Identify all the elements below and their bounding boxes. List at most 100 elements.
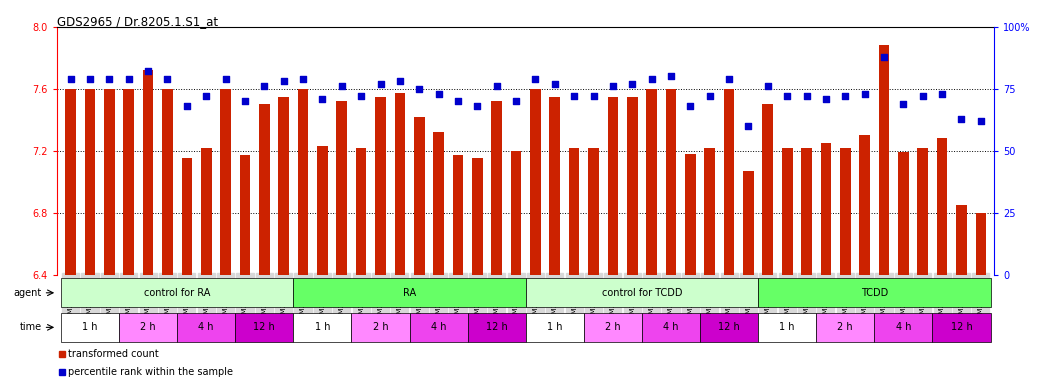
Point xyxy=(682,103,699,109)
Bar xyxy=(685,154,695,275)
Bar xyxy=(743,171,754,275)
Bar xyxy=(182,159,192,275)
Bar xyxy=(410,313,468,342)
Point xyxy=(256,83,273,89)
Point xyxy=(237,98,253,104)
Bar xyxy=(665,89,677,275)
Bar xyxy=(356,147,366,275)
Bar xyxy=(932,313,990,342)
Point xyxy=(914,93,931,99)
Bar xyxy=(627,96,637,275)
Point xyxy=(895,101,911,107)
Text: 12 h: 12 h xyxy=(718,322,740,333)
Point xyxy=(837,93,853,99)
Text: control for RA: control for RA xyxy=(144,288,211,298)
Point xyxy=(934,91,951,97)
Bar xyxy=(240,156,250,275)
Bar xyxy=(525,313,583,342)
Point xyxy=(508,98,524,104)
Point xyxy=(585,93,602,99)
Text: 1 h: 1 h xyxy=(780,322,795,333)
Point xyxy=(527,76,544,82)
Point xyxy=(159,76,175,82)
Point xyxy=(140,68,157,74)
Point xyxy=(449,98,466,104)
Point xyxy=(973,118,989,124)
Point xyxy=(720,76,737,82)
Bar xyxy=(859,135,870,275)
Bar xyxy=(220,89,230,275)
Point xyxy=(411,86,428,92)
Bar xyxy=(468,313,525,342)
Bar xyxy=(647,89,657,275)
Point xyxy=(62,76,79,82)
Bar xyxy=(549,96,561,275)
Bar xyxy=(177,313,236,342)
Point xyxy=(82,76,99,82)
Bar xyxy=(898,152,908,275)
Bar xyxy=(936,138,948,275)
Bar xyxy=(294,278,525,308)
Point xyxy=(275,78,292,84)
Point xyxy=(198,93,215,99)
Bar xyxy=(472,159,483,275)
Text: 12 h: 12 h xyxy=(486,322,508,333)
Bar xyxy=(162,89,172,275)
Bar xyxy=(525,278,758,308)
Bar xyxy=(258,104,270,275)
Point xyxy=(953,116,969,122)
Point xyxy=(876,53,893,60)
Bar xyxy=(530,89,541,275)
Bar xyxy=(607,96,619,275)
Bar xyxy=(583,313,641,342)
Point xyxy=(740,123,757,129)
Bar xyxy=(511,151,521,275)
Bar xyxy=(85,89,95,275)
Bar xyxy=(976,213,986,275)
Bar xyxy=(700,313,758,342)
Bar xyxy=(236,313,294,342)
Text: GDS2965 / Dr.8205.1.S1_at: GDS2965 / Dr.8205.1.S1_at xyxy=(57,15,218,28)
Bar xyxy=(918,147,928,275)
Text: TCDD: TCDD xyxy=(861,288,887,298)
Bar xyxy=(143,70,154,275)
Point xyxy=(856,91,873,97)
Bar xyxy=(201,147,212,275)
Text: 1 h: 1 h xyxy=(547,322,563,333)
Bar xyxy=(433,132,444,275)
Bar xyxy=(840,147,850,275)
Point xyxy=(179,103,195,109)
Text: time: time xyxy=(20,322,42,333)
Point xyxy=(489,83,506,89)
Text: 2 h: 2 h xyxy=(605,322,621,333)
Text: 2 h: 2 h xyxy=(140,322,156,333)
Point xyxy=(315,96,331,102)
Text: agent: agent xyxy=(13,288,42,298)
Text: 4 h: 4 h xyxy=(896,322,911,333)
Bar xyxy=(317,146,328,275)
Point xyxy=(644,76,660,82)
Point xyxy=(624,81,640,87)
Bar xyxy=(641,313,700,342)
Point xyxy=(333,83,350,89)
Text: RA: RA xyxy=(403,288,416,298)
Bar xyxy=(763,104,773,275)
Bar xyxy=(453,156,463,275)
Bar xyxy=(294,313,352,342)
Bar xyxy=(491,101,502,275)
Bar xyxy=(816,313,874,342)
Point xyxy=(760,83,776,89)
Point xyxy=(391,78,408,84)
Bar xyxy=(119,313,177,342)
Bar xyxy=(589,147,599,275)
Bar xyxy=(61,278,294,308)
Point xyxy=(604,83,621,89)
Point xyxy=(546,81,563,87)
Point xyxy=(566,93,582,99)
Text: 4 h: 4 h xyxy=(198,322,214,333)
Point xyxy=(778,93,795,99)
Bar xyxy=(569,147,579,275)
Point xyxy=(662,73,679,79)
Bar xyxy=(65,89,76,275)
Point xyxy=(469,103,486,109)
